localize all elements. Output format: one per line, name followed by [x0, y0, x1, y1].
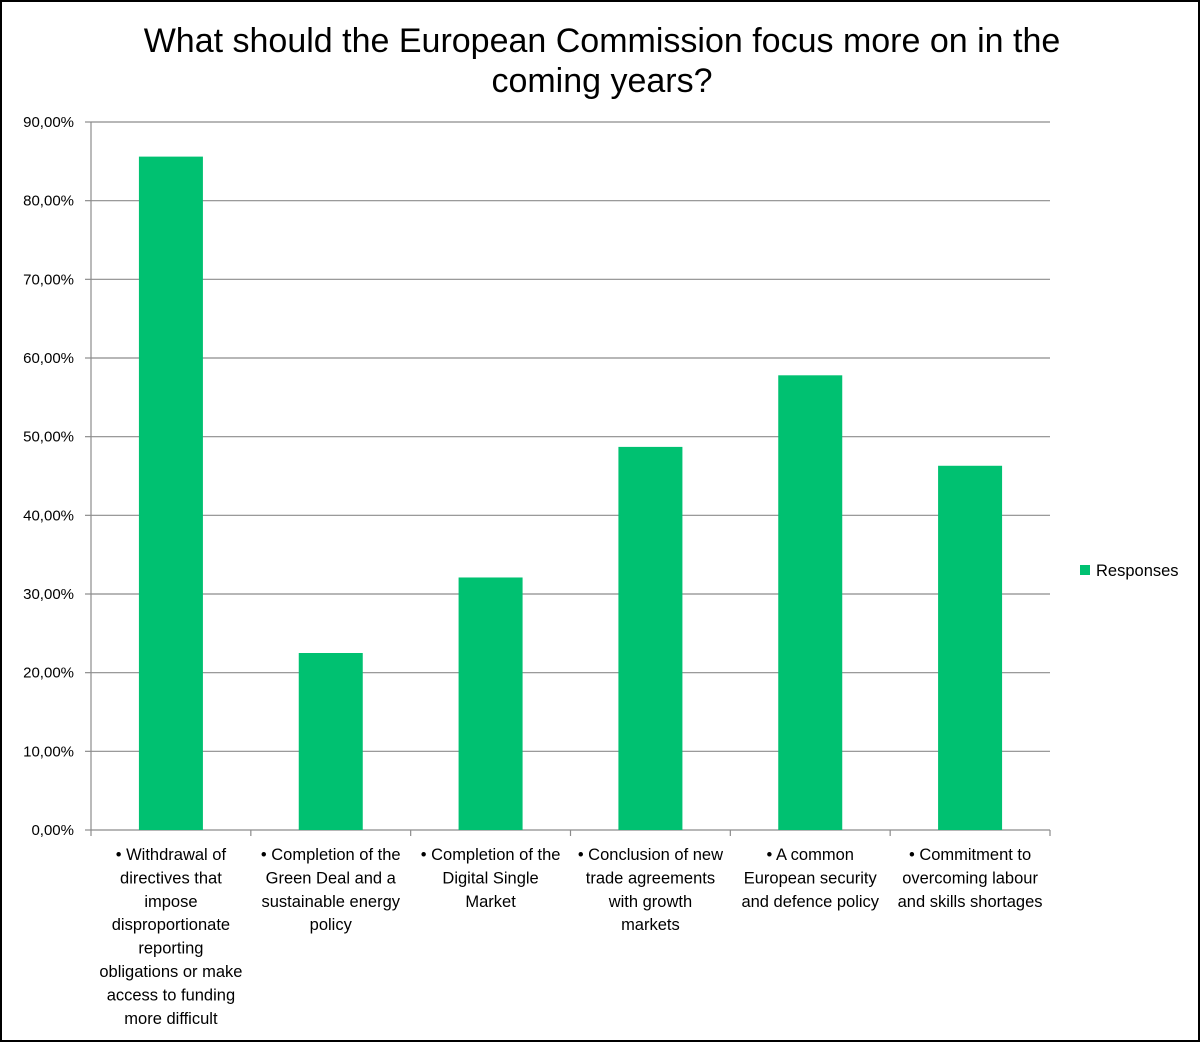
bar [938, 465, 1003, 830]
bar [618, 446, 683, 830]
x-category-label: • Conclusion of new trade agreements with … [578, 846, 723, 934]
legend-label: Responses [1096, 562, 1179, 580]
legend: Responses [1080, 562, 1179, 580]
bars [138, 156, 1003, 830]
x-category-label: • A common European security and defence p… [741, 846, 879, 911]
chart-title-line: coming years? [491, 62, 712, 100]
chart-title-line: What should the European Commission focu… [144, 22, 1061, 60]
y-tick-labels: 0,00% 10,00% 20,00% 30,00% 40,00% 50,00% 60,00… [23, 114, 74, 839]
y-tick-label: 30,00% [23, 586, 74, 603]
y-tick-label: 0,00% [31, 822, 74, 839]
chart-title: What should the European Commission focu… [144, 22, 1061, 100]
y-tick-label: 10,00% [23, 743, 74, 760]
y-tick-label: 60,00% [23, 350, 74, 367]
x-category-label: • Completion of the Digital Single Market [421, 846, 561, 911]
x-category-label: • Withdrawal of directives that impose disp… [99, 846, 242, 1028]
y-tick-label: 20,00% [23, 665, 74, 682]
x-category-label: • Completion of the Green Deal and a susta… [261, 846, 401, 934]
y-tick-label: 80,00% [23, 193, 74, 210]
gridlines [91, 121, 1050, 752]
bar [298, 653, 363, 830]
x-category-label: • Commitment to overcoming labour and skil… [898, 846, 1043, 911]
bar [778, 375, 843, 830]
bar [138, 156, 203, 830]
axes [85, 121, 1051, 836]
y-tick-label: 50,00% [23, 429, 74, 446]
y-tick-label: 40,00% [23, 507, 74, 524]
legend-swatch [1080, 565, 1090, 575]
y-tick-label: 90,00% [23, 114, 74, 131]
bar [458, 577, 523, 830]
y-tick-label: 70,00% [23, 271, 74, 288]
x-category-labels: • Withdrawal of directives that impose disp… [99, 846, 1042, 1028]
